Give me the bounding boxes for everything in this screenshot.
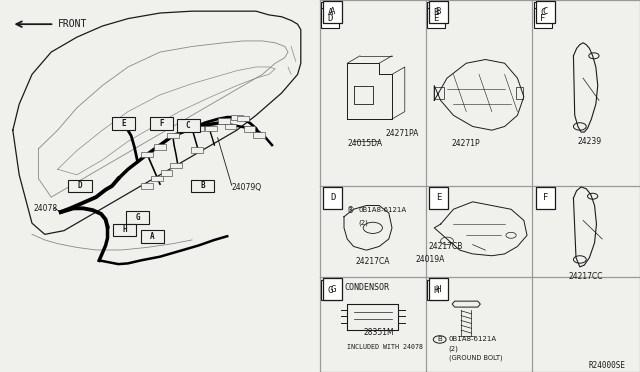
Text: A: A	[330, 7, 335, 16]
Bar	[231, 115, 243, 120]
Text: B: B	[433, 8, 438, 17]
Bar	[191, 147, 203, 153]
Text: F: F	[543, 193, 548, 202]
Text: E: E	[433, 14, 438, 23]
Bar	[321, 2, 339, 23]
Bar	[321, 8, 339, 29]
Bar	[429, 278, 448, 300]
Bar	[516, 87, 524, 99]
Text: D: D	[328, 14, 333, 23]
Text: 24217CB: 24217CB	[429, 242, 463, 251]
Bar	[151, 176, 163, 181]
Text: FRONT: FRONT	[58, 19, 87, 29]
Text: G: G	[135, 213, 140, 222]
Text: R24000SE: R24000SE	[589, 361, 626, 370]
Text: 24015DA: 24015DA	[347, 139, 382, 148]
Bar	[429, 1, 448, 23]
Bar	[141, 152, 153, 157]
Bar	[536, 1, 555, 23]
Text: 24271PA: 24271PA	[385, 129, 419, 138]
Bar	[427, 280, 445, 301]
Text: 24079Q: 24079Q	[232, 183, 262, 192]
Bar	[534, 2, 552, 23]
Text: F: F	[159, 119, 164, 128]
Bar	[534, 8, 552, 29]
Text: E: E	[121, 119, 126, 128]
Text: D: D	[77, 182, 83, 190]
Bar	[244, 126, 255, 132]
Bar	[167, 133, 179, 138]
Text: CONDENSOR: CONDENSOR	[344, 283, 389, 292]
Bar	[68, 180, 92, 192]
Text: A: A	[328, 8, 333, 17]
Text: 24271P: 24271P	[452, 139, 481, 148]
Bar	[205, 126, 217, 131]
Text: (2): (2)	[449, 346, 458, 352]
Text: C: C	[543, 7, 548, 16]
Bar	[253, 132, 265, 138]
Bar	[237, 116, 249, 121]
Text: INCLUDED WITH 24078: INCLUDED WITH 24078	[347, 344, 423, 350]
Bar	[536, 187, 555, 209]
Bar	[180, 126, 191, 131]
Text: ®: ®	[347, 206, 355, 215]
Bar	[321, 280, 339, 301]
Bar	[323, 278, 342, 300]
Text: F: F	[540, 14, 545, 23]
Bar	[161, 170, 172, 176]
Text: (GROUND BOLT): (GROUND BOLT)	[449, 355, 502, 361]
Bar	[191, 180, 214, 192]
Bar	[434, 87, 444, 99]
Bar	[141, 183, 153, 189]
Text: C: C	[540, 8, 545, 17]
Text: 24019A: 24019A	[416, 255, 445, 264]
Text: G: G	[328, 286, 333, 295]
Bar	[427, 2, 445, 23]
Text: 24078: 24078	[33, 204, 58, 213]
Text: D: D	[330, 193, 335, 202]
Bar	[126, 211, 149, 224]
Text: 0B1A8-6121A: 0B1A8-6121A	[358, 207, 406, 213]
Bar	[225, 124, 236, 129]
Bar	[218, 118, 230, 124]
Text: G: G	[330, 285, 335, 294]
Bar	[112, 117, 135, 130]
Text: (2): (2)	[358, 220, 368, 227]
Bar	[427, 8, 445, 29]
Text: A: A	[150, 232, 155, 241]
Bar	[193, 126, 204, 131]
Text: B: B	[437, 336, 442, 343]
Text: 24239: 24239	[577, 137, 602, 146]
Text: E: E	[436, 193, 441, 202]
Bar	[154, 144, 166, 150]
Text: B: B	[436, 7, 441, 16]
Text: 24217CC: 24217CC	[569, 272, 604, 281]
Bar	[177, 119, 200, 132]
Bar	[150, 117, 173, 130]
Bar	[323, 187, 342, 209]
Text: 0B1A8-6121A: 0B1A8-6121A	[449, 336, 497, 343]
Text: 28351M: 28351M	[364, 327, 394, 337]
Bar	[323, 1, 342, 23]
Text: H: H	[436, 285, 441, 294]
Bar	[113, 224, 136, 236]
Text: 24217CA: 24217CA	[356, 257, 390, 266]
Text: H: H	[122, 225, 127, 234]
Text: H: H	[433, 286, 438, 295]
Bar	[170, 163, 182, 168]
Text: B: B	[200, 182, 205, 190]
Bar	[141, 230, 164, 243]
Bar	[429, 187, 448, 209]
Text: C: C	[186, 121, 191, 130]
